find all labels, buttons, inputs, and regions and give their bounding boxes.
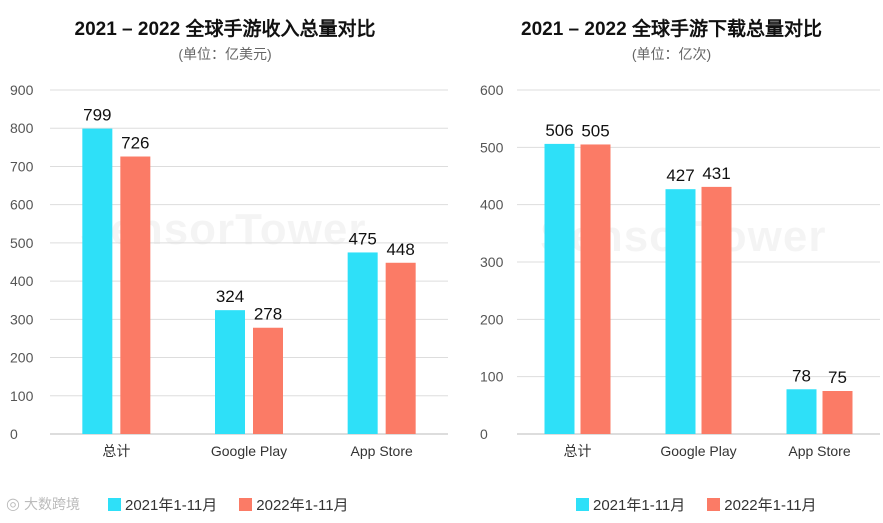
bar (253, 327, 283, 434)
y-tick-label: 900 (10, 82, 34, 98)
bar (544, 143, 575, 435)
data-label: 324 (216, 287, 244, 306)
legend-swatch-2022 (239, 497, 253, 511)
data-label: 726 (121, 134, 149, 153)
y-tick-label: 700 (10, 158, 34, 174)
chart-subtitle: (单位：亿美元) (178, 46, 272, 62)
data-label: 799 (83, 106, 111, 125)
y-tick-label: 300 (10, 311, 34, 327)
y-tick-label: 600 (480, 82, 504, 98)
data-label: 427 (666, 166, 694, 185)
legend-label-2022: 2022年1-11月 (256, 496, 349, 514)
legend-swatch-2022 (707, 497, 721, 511)
x-tick-label: App Store (351, 443, 413, 459)
downloads-chart: 2021 – 2022 全球手游下载总量对比 (单位：亿次) SensorTow… (460, 0, 883, 523)
y-tick-label: 0 (480, 426, 488, 442)
data-label: 78 (792, 366, 811, 385)
data-label: 506 (545, 121, 573, 140)
bar (215, 310, 245, 434)
bar (786, 389, 817, 434)
legend-label-2021: 2021年1-11月 (125, 496, 218, 514)
y-tick-label: 600 (10, 197, 34, 213)
brand-icon: ◎ (6, 496, 20, 513)
bar (82, 128, 113, 435)
y-tick-label: 500 (480, 139, 504, 155)
bar (822, 391, 853, 434)
y-tick-label: 400 (480, 197, 504, 213)
x-tick-label: 总计 (102, 443, 130, 459)
y-tick-label: 100 (480, 369, 504, 385)
y-tick-label: 100 (10, 388, 34, 404)
legend-item-2021: 2021年1-11月 (576, 494, 685, 515)
data-label: 505 (581, 121, 609, 140)
legend-item-2021: 2021年1-11月 (108, 494, 217, 515)
legend-left: 2021年1-11月 2022年1-11月 (108, 494, 371, 514)
y-tick-label: 500 (10, 235, 34, 251)
brand-label: 大数跨境 (23, 496, 80, 512)
bar (347, 252, 378, 434)
y-tick-label: 200 (10, 350, 34, 366)
legend-right: 2021年1-11月 2022年1-11月 (576, 494, 839, 514)
x-tick-label: Google Play (660, 443, 736, 459)
downloads-plot: 0 100 200 300 400 500 600 506 505 总计 427 431 Google … (480, 82, 880, 459)
brand-logo: ◎ 大数跨境 (6, 494, 80, 514)
bar (120, 156, 151, 435)
data-label: 278 (254, 305, 282, 324)
bar (385, 262, 416, 434)
chart-title: 2021 – 2022 全球手游下载总量对比 (521, 19, 822, 40)
chart-subtitle: (单位：亿次) (631, 46, 712, 62)
y-tick-label: 800 (10, 120, 34, 136)
legend-item-2022: 2022年1-11月 (239, 494, 349, 515)
legend-item-2022: 2022年1-11月 (707, 494, 817, 515)
chart-title: 2021 – 2022 全球手游收入总量对比 (74, 19, 376, 40)
legend-label-2021: 2021年1-11月 (593, 496, 686, 514)
legend-swatch-2021 (576, 497, 589, 511)
bar (665, 189, 696, 434)
bar (701, 186, 732, 434)
legend-label-2022: 2022年1-11月 (724, 496, 817, 514)
x-tick-label: Google Play (211, 443, 287, 459)
data-label: 75 (828, 368, 847, 387)
data-label: 448 (386, 240, 414, 259)
y-tick-label: 0 (10, 426, 18, 442)
x-tick-label: App Store (788, 443, 850, 459)
y-tick-label: 300 (480, 254, 504, 270)
y-tick-label: 200 (480, 311, 504, 327)
legend-swatch-2021 (108, 497, 121, 511)
y-tick-label: 400 (10, 273, 34, 289)
revenue-plot: 0 100 200 300 400 500 600 700 800 900 799 726 总计 324 2… (10, 82, 448, 459)
data-label: 475 (348, 229, 376, 248)
bar (580, 144, 611, 434)
revenue-chart: 2021 – 2022 全球手游收入总量对比 (单位：亿美元) SensorTo… (10, 19, 448, 459)
x-tick-label: 总计 (564, 443, 592, 459)
data-label: 431 (702, 164, 730, 183)
